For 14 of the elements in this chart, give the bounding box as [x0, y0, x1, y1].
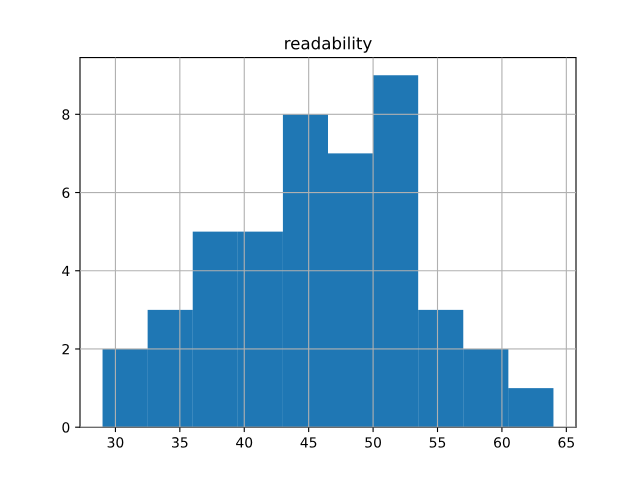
y-tick-label: 0 [62, 422, 70, 433]
x-tick-label: 50 [365, 437, 382, 448]
y-tick-label: 2 [62, 344, 69, 354]
x-tick-label: 60 [494, 437, 510, 448]
x-tick-label: 35 [172, 437, 188, 448]
x-tick-label: 40 [236, 437, 252, 448]
y-tick-label: 6 [62, 188, 70, 198]
x-tick-label: 55 [430, 437, 446, 448]
x-tick-label: 45 [300, 437, 316, 448]
chart-title: readability [285, 36, 372, 53]
x-tick-label: 65 [558, 437, 574, 448]
y-tick-label: 8 [62, 109, 70, 120]
x-tick-label: 30 [108, 437, 124, 448]
y-tick-label: 4 [62, 266, 70, 276]
